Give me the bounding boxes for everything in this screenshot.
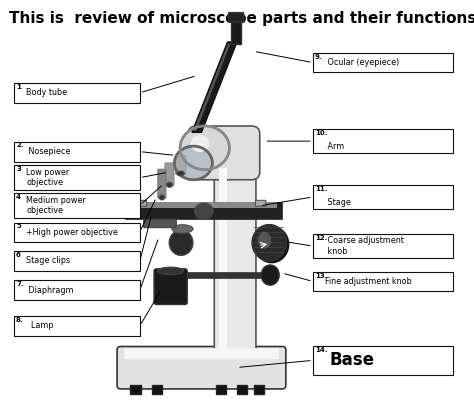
- Ellipse shape: [169, 230, 193, 255]
- FancyBboxPatch shape: [313, 53, 453, 72]
- FancyBboxPatch shape: [313, 129, 453, 153]
- Text: Ocular (eyepiece): Ocular (eyepiece): [325, 58, 399, 67]
- Bar: [216, 385, 226, 394]
- Text: Fine adjustment knob: Fine adjustment knob: [325, 277, 411, 286]
- Circle shape: [191, 135, 210, 152]
- Text: Lamp: Lamp: [26, 321, 54, 331]
- FancyBboxPatch shape: [126, 203, 282, 219]
- Bar: [254, 385, 264, 394]
- Bar: [130, 385, 141, 394]
- Ellipse shape: [157, 267, 183, 275]
- Text: 1: 1: [16, 84, 21, 89]
- Text: 4: 4: [16, 194, 21, 200]
- Text: 10.: 10.: [315, 130, 327, 136]
- Text: 12.: 12.: [315, 235, 327, 241]
- Polygon shape: [193, 44, 230, 131]
- Bar: [219, 168, 227, 349]
- Ellipse shape: [166, 182, 173, 187]
- FancyBboxPatch shape: [124, 348, 279, 359]
- Circle shape: [194, 203, 213, 220]
- FancyBboxPatch shape: [228, 13, 244, 22]
- FancyBboxPatch shape: [14, 142, 140, 162]
- FancyBboxPatch shape: [158, 169, 166, 198]
- Bar: [130, 202, 277, 208]
- FancyBboxPatch shape: [14, 251, 140, 271]
- Text: Arm: Arm: [325, 131, 344, 151]
- FancyBboxPatch shape: [117, 346, 286, 389]
- Text: 2.: 2.: [16, 142, 24, 148]
- Ellipse shape: [252, 225, 286, 261]
- FancyBboxPatch shape: [313, 272, 453, 291]
- FancyBboxPatch shape: [313, 185, 453, 209]
- Circle shape: [174, 146, 212, 180]
- Ellipse shape: [172, 225, 193, 233]
- FancyBboxPatch shape: [14, 83, 140, 103]
- FancyBboxPatch shape: [214, 163, 256, 354]
- Ellipse shape: [159, 195, 164, 200]
- Polygon shape: [192, 42, 237, 132]
- Text: 14.: 14.: [315, 347, 328, 353]
- Text: +High power objective: +High power objective: [26, 228, 118, 236]
- Ellipse shape: [258, 232, 271, 249]
- Text: 11.: 11.: [315, 186, 327, 192]
- Text: Low power
objective: Low power objective: [26, 168, 69, 187]
- FancyBboxPatch shape: [255, 200, 266, 206]
- Ellipse shape: [155, 269, 167, 281]
- FancyBboxPatch shape: [14, 193, 140, 218]
- Text: 7.: 7.: [16, 281, 24, 287]
- Circle shape: [180, 126, 229, 170]
- Text: Body tube: Body tube: [26, 88, 67, 97]
- Text: Medium power
objective: Medium power objective: [26, 196, 86, 215]
- Text: This is  review of microscope parts and their functions.: This is review of microscope parts and t…: [9, 10, 474, 26]
- Text: Stage: Stage: [325, 187, 351, 207]
- Text: 3: 3: [16, 166, 21, 172]
- Text: 8.: 8.: [16, 317, 24, 323]
- Text: 6: 6: [16, 252, 21, 257]
- FancyBboxPatch shape: [14, 316, 140, 336]
- Text: Stage clips: Stage clips: [26, 256, 70, 265]
- FancyBboxPatch shape: [136, 200, 146, 206]
- Text: 13.: 13.: [315, 273, 327, 278]
- Bar: [231, 19, 241, 44]
- Text: Nosepiece: Nosepiece: [26, 147, 71, 156]
- Text: 5: 5: [16, 223, 21, 229]
- FancyBboxPatch shape: [144, 219, 176, 228]
- Text: Coarse adjustment
 knob: Coarse adjustment knob: [325, 236, 403, 256]
- Ellipse shape: [254, 226, 289, 263]
- FancyBboxPatch shape: [14, 280, 140, 300]
- FancyBboxPatch shape: [175, 156, 186, 174]
- FancyBboxPatch shape: [188, 126, 260, 180]
- Text: 9.: 9.: [315, 54, 322, 60]
- Text: Diaphragm: Diaphragm: [26, 286, 73, 295]
- Bar: [152, 385, 162, 394]
- FancyBboxPatch shape: [14, 223, 140, 242]
- FancyBboxPatch shape: [154, 269, 187, 304]
- Bar: [161, 272, 270, 278]
- Bar: [237, 385, 247, 394]
- Ellipse shape: [261, 265, 279, 285]
- Text: Base: Base: [329, 352, 374, 369]
- FancyBboxPatch shape: [14, 165, 140, 190]
- FancyBboxPatch shape: [313, 346, 453, 375]
- Ellipse shape: [177, 171, 184, 176]
- FancyBboxPatch shape: [165, 163, 174, 186]
- FancyBboxPatch shape: [313, 234, 453, 258]
